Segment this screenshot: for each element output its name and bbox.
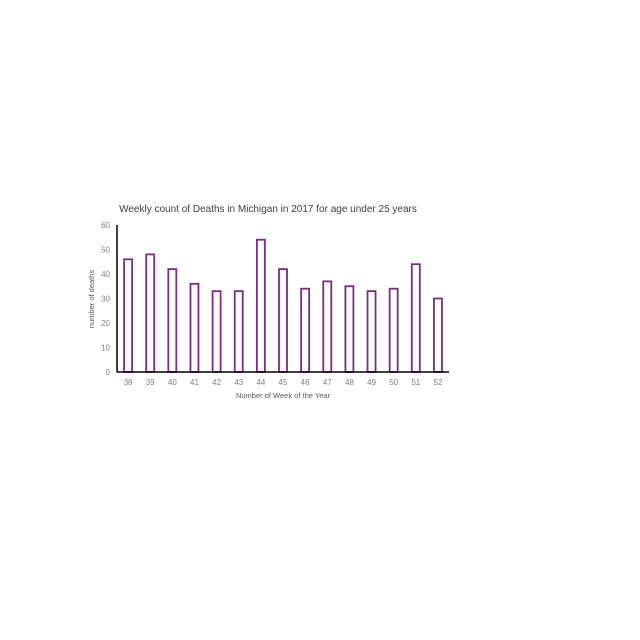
y-axis-label: number of deaths xyxy=(87,270,96,329)
y-tick-label: 40 xyxy=(101,270,110,279)
x-tick-label: 40 xyxy=(168,378,177,387)
bar xyxy=(323,281,331,372)
x-tick-label: 47 xyxy=(323,378,332,387)
x-tick-label: 49 xyxy=(367,378,376,387)
y-tick-label: 30 xyxy=(101,295,110,304)
bar xyxy=(213,291,221,372)
y-axis-ticks: 0 10 20 30 40 50 60 xyxy=(101,221,110,377)
bar xyxy=(124,259,132,372)
bar xyxy=(368,291,376,372)
x-tick-label: 44 xyxy=(256,378,265,387)
y-tick-label: 60 xyxy=(101,221,110,230)
x-tick-label: 46 xyxy=(301,378,310,387)
x-tick-label: 48 xyxy=(345,378,354,387)
x-axis-label: Number of Week of the Year xyxy=(236,391,331,400)
y-tick-label: 10 xyxy=(101,344,110,353)
chart-title: Weekly count of Deaths in Michigan in 20… xyxy=(119,204,417,215)
x-tick-label: 51 xyxy=(411,378,420,387)
bar xyxy=(146,254,154,372)
x-tick-label: 41 xyxy=(190,378,199,387)
bar xyxy=(168,269,176,372)
bar xyxy=(412,264,420,372)
x-tick-label: 43 xyxy=(234,378,243,387)
bar xyxy=(190,284,198,372)
x-axis-ticks: 38 39 40 41 42 43 44 45 46 47 48 49 50 51 52 xyxy=(124,378,443,387)
x-tick-label: 45 xyxy=(279,378,288,387)
bars xyxy=(124,240,442,372)
y-tick-label: 50 xyxy=(101,246,110,255)
x-tick-label: 38 xyxy=(124,378,133,387)
bar xyxy=(390,289,398,372)
bar xyxy=(345,286,353,372)
bar xyxy=(235,291,243,372)
y-tick-label: 0 xyxy=(106,368,111,377)
x-tick-label: 50 xyxy=(389,378,398,387)
y-tick-label: 20 xyxy=(101,319,110,328)
bar xyxy=(434,299,442,373)
x-tick-label: 39 xyxy=(146,378,155,387)
bar xyxy=(301,289,309,372)
bar xyxy=(257,240,265,372)
bar xyxy=(279,269,287,372)
x-tick-label: 42 xyxy=(212,378,221,387)
x-tick-label: 52 xyxy=(433,378,442,387)
